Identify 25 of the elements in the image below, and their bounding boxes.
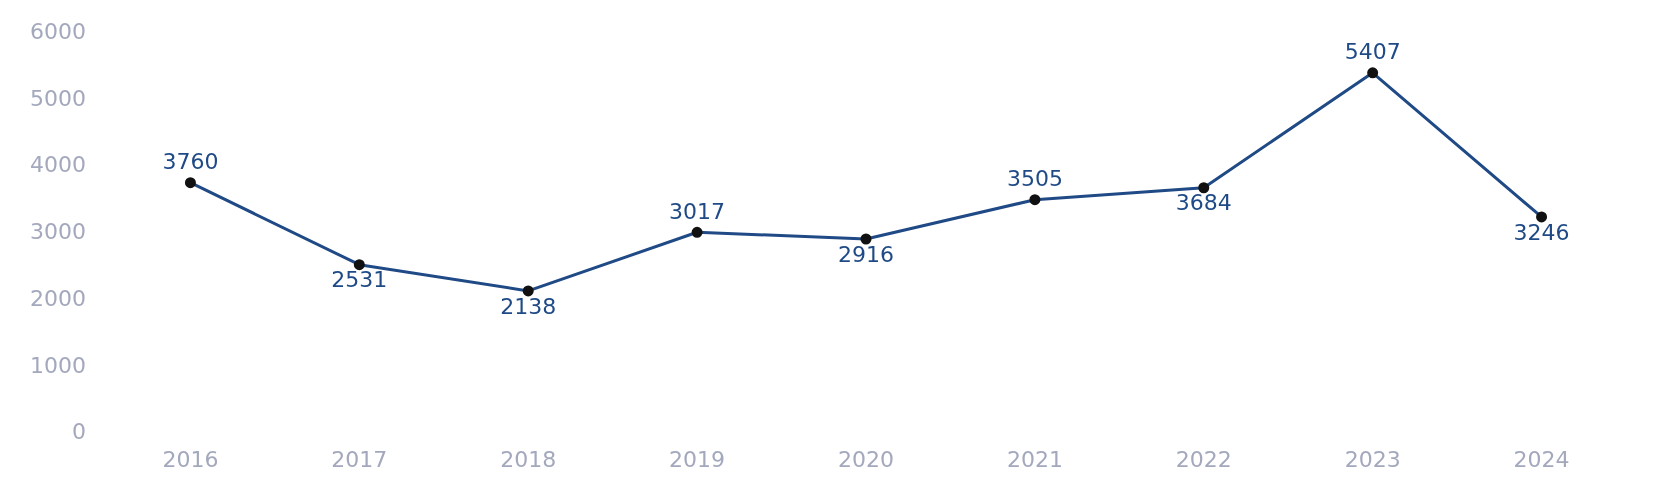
x-tick-label: 2018 (500, 446, 557, 472)
data-label: 3505 (1006, 166, 1063, 192)
data-label: 3684 (1175, 190, 1232, 216)
y-tick-label: 3000 (29, 219, 86, 245)
x-tick-label: 2020 (837, 446, 894, 472)
x-tick-label: 2017 (331, 446, 388, 472)
x-tick-label: 2016 (162, 446, 219, 472)
y-tick-label: 5000 (29, 85, 86, 111)
x-tick-label: 2024 (1513, 446, 1570, 472)
y-tick-label: 0 (71, 419, 86, 445)
data-label: 2916 (837, 241, 894, 267)
y-tick-label: 6000 (29, 18, 86, 44)
data-label: 2531 (331, 267, 388, 293)
x-tick-label: 2022 (1175, 446, 1232, 472)
data-label: 2138 (500, 293, 557, 319)
x-tick-label: 2023 (1344, 446, 1401, 472)
data-label: 5407 (1344, 39, 1401, 65)
y-tick-label: 4000 (29, 152, 86, 178)
x-tick-label: 2021 (1006, 446, 1063, 472)
data-label: 3246 (1513, 219, 1570, 245)
data-label: 3017 (669, 198, 726, 224)
y-tick-label: 1000 (29, 352, 86, 378)
data-label: 3760 (162, 149, 219, 175)
y-tick-label: 2000 (29, 285, 86, 311)
x-tick-label: 2019 (669, 446, 726, 472)
